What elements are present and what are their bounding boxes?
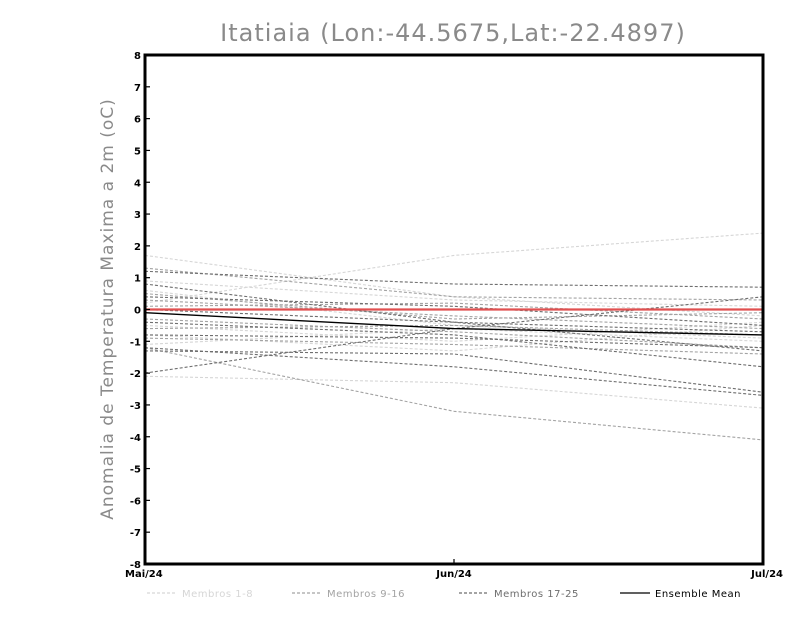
- member-line-10: [144, 347, 764, 441]
- y-tick-label: 1: [134, 274, 141, 285]
- y-tick-label: 0: [134, 306, 141, 317]
- y-tick-label: 4: [134, 178, 141, 189]
- member-line-20: [144, 283, 764, 352]
- member-line-2: [144, 232, 764, 304]
- member-line-24: [144, 308, 764, 333]
- member-line-18: [144, 296, 764, 374]
- y-tick-label: -4: [130, 433, 141, 444]
- ensemble-mean-line: [144, 312, 764, 336]
- ensemble-mean-layer: [144, 312, 764, 336]
- member-line-12: [144, 318, 764, 349]
- legend: Membros 1-8 Membros 9-16 Membros 17-25 Ense…: [147, 589, 741, 600]
- y-tick-label: 8: [134, 51, 141, 62]
- y-tick-label: -8: [130, 560, 141, 571]
- member-line-7: [144, 280, 764, 307]
- y-tick-label: 2: [134, 242, 141, 253]
- member-line-11: [144, 299, 764, 330]
- member-line-21: [144, 321, 764, 368]
- member-line-22: [144, 296, 764, 326]
- member-line-23: [144, 334, 764, 349]
- member-line-8: [144, 328, 764, 346]
- y-tick-label: -7: [130, 528, 141, 539]
- y-tick-label: 5: [134, 146, 141, 157]
- member-line-9: [144, 267, 764, 301]
- member-line-15: [144, 293, 764, 320]
- y-axis-ticks: -8 -7 -6 -5 -4 -3 -2 -1 0 1 2 3 4 5 6 7 8: [130, 51, 150, 571]
- y-tick-label: -1: [130, 337, 141, 348]
- member-line-17: [144, 270, 764, 288]
- x-tick-label: Jul/24: [750, 569, 783, 580]
- member-line-16: [144, 324, 764, 336]
- legend-label-4: Ensemble Mean: [655, 589, 741, 600]
- member-line-14: [144, 337, 764, 355]
- y-tick-label: -2: [130, 369, 141, 380]
- y-tick-label: 7: [134, 83, 141, 94]
- y-tick-label: -3: [130, 401, 141, 412]
- chart-title: Itatiaia (Lon:-44.5675,Lat:-22.4897): [220, 19, 686, 47]
- y-tick-label: -5: [130, 465, 141, 476]
- x-tick-label: Jun/24: [435, 569, 472, 580]
- member-line-4: [144, 375, 764, 409]
- x-tick-label: Mai/24: [125, 569, 163, 580]
- y-axis-label: Anomalia de Temperatura Maxima a 2m (oC): [98, 98, 118, 520]
- member-line-5: [144, 289, 764, 339]
- member-line-1: [144, 254, 764, 317]
- legend-label-3: Membros 17-25: [494, 589, 579, 600]
- series-layer: [144, 232, 764, 441]
- x-axis-ticks: Mai/24 Jun/24 Jul/24: [125, 559, 783, 580]
- y-tick-label: 3: [134, 210, 141, 221]
- legend-label-2: Membros 9-16: [327, 589, 405, 600]
- member-line-25: [144, 350, 764, 393]
- y-tick-label: -6: [130, 496, 141, 507]
- legend-label-1: Membros 1-8: [182, 589, 253, 600]
- member-line-13: [144, 302, 764, 320]
- member-line-19: [144, 347, 764, 396]
- y-tick-label: 6: [134, 115, 141, 126]
